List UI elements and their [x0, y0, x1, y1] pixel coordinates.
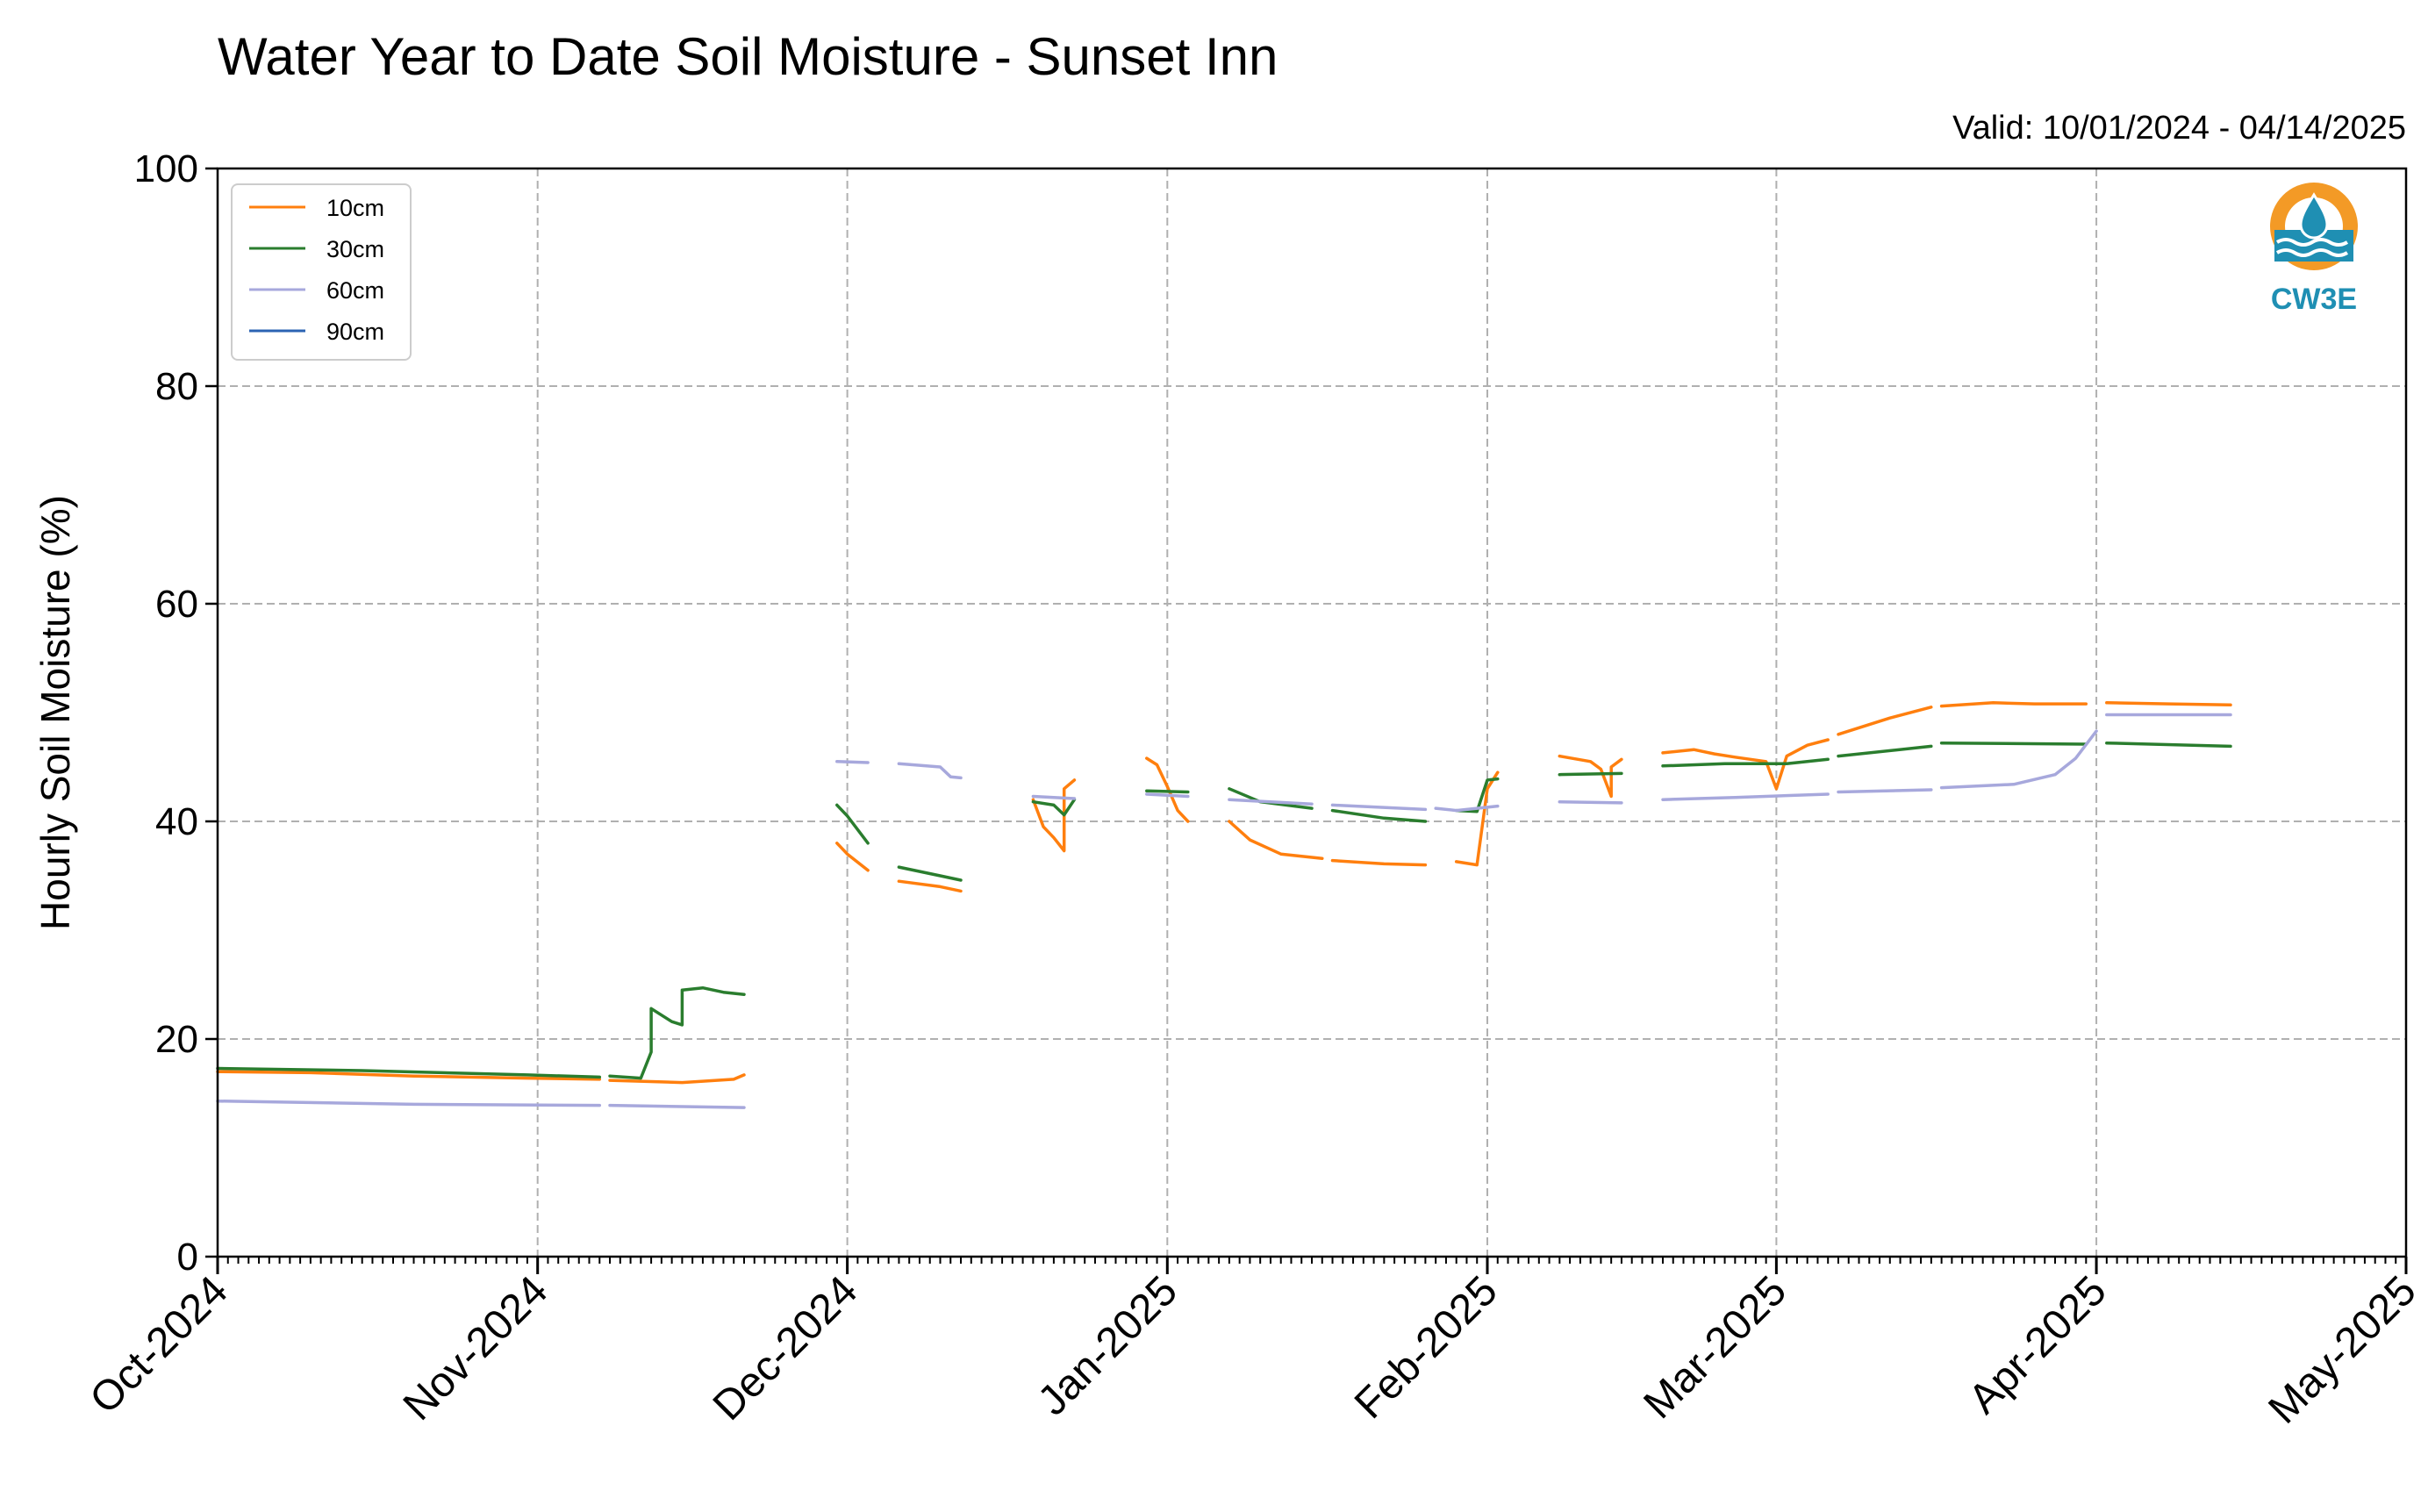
series-line-60cm: [1145, 792, 1190, 799]
series-line-10cm: [2105, 701, 2232, 707]
series-line-30cm: [2105, 741, 2232, 749]
series-line-60cm: [1837, 788, 1933, 794]
series-line-10cm: [835, 842, 870, 872]
series-line-10cm: [1558, 754, 1623, 799]
series-line-60cm: [608, 1103, 746, 1109]
y-axis-label: Hourly Soil Moisture (%): [32, 495, 78, 930]
cw3e-logo: CW3E: [2270, 183, 2358, 316]
chart-title: Water Year to Date Soil Moisture - Sunse…: [218, 27, 1278, 86]
series-line-60cm: [897, 762, 963, 780]
legend-box: [231, 183, 412, 361]
series-line-30cm: [1145, 789, 1190, 794]
logo-wave-lines: [2275, 238, 2349, 257]
series-line-10cm: [1145, 756, 1190, 823]
series-line-60cm: [1558, 799, 1623, 805]
series-line-60cm: [1434, 804, 1500, 813]
series-line-30cm: [1939, 741, 2088, 746]
series-lines: [216, 701, 2232, 1109]
y-tick-label: 60: [155, 583, 198, 626]
series-line-10cm: [1330, 858, 1428, 867]
y-tick-label: 40: [155, 800, 198, 843]
legend-label-10cm: 10cm: [326, 195, 384, 221]
series-line-30cm: [608, 985, 746, 1080]
y-tick-label: 80: [155, 365, 198, 408]
series-line-60cm: [1031, 794, 1077, 800]
series-30cm: [216, 741, 2232, 1080]
series-line-30cm: [1661, 757, 1830, 768]
series-line-10cm: [1661, 738, 1830, 791]
y-tick-label: 20: [155, 1018, 198, 1061]
logo-text: CW3E: [2271, 283, 2357, 316]
series-line-30cm: [1330, 808, 1428, 823]
series-line-30cm: [897, 865, 963, 882]
y-tick-label: 100: [134, 147, 198, 190]
series-line-10cm: [897, 879, 963, 893]
series-line-10cm: [1228, 820, 1324, 860]
series-line-30cm: [1031, 798, 1077, 817]
legend-label-90cm: 90cm: [326, 319, 384, 345]
series-line-30cm: [835, 803, 870, 845]
series-line-10cm: [608, 1073, 746, 1085]
series-line-60cm: [1228, 798, 1314, 806]
series-line-10cm: [1031, 778, 1077, 853]
series-line-10cm: [1837, 706, 1933, 736]
logo-droplet-icon: [2299, 192, 2329, 240]
series-line-30cm: [1454, 777, 1500, 813]
legend: 10cm 30cm 60cm 90cm: [231, 183, 412, 361]
series-line-60cm: [1939, 729, 2098, 790]
legend-label-60cm: 60cm: [326, 277, 384, 304]
series-line-60cm: [1661, 792, 1830, 801]
series-line-30cm: [1837, 744, 1933, 758]
series-60cm: [216, 713, 2232, 1109]
y-tick-label: 0: [177, 1236, 198, 1279]
legend-label-30cm: 30cm: [326, 236, 384, 262]
series-line-60cm: [216, 1099, 602, 1107]
series-line-60cm: [835, 760, 870, 764]
valid-range: Valid: 10/01/2024 - 04/14/2025: [1952, 110, 2406, 147]
grid-lines: [218, 168, 2406, 1257]
series-line-60cm: [1330, 803, 1428, 812]
series-line-30cm: [1558, 771, 1623, 777]
series-line-10cm: [216, 1070, 602, 1081]
series-line-10cm: [1939, 701, 2088, 708]
series-line-30cm: [216, 1066, 602, 1079]
